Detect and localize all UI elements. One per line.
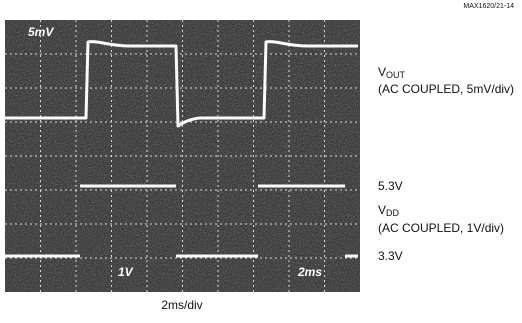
vdd-note: (AC COUPLED, 1V/div) <box>378 221 504 235</box>
figure-id: MAX1620/21-14 <box>463 3 514 10</box>
vdd-high: 5.3V <box>378 179 403 193</box>
symbol: V <box>378 65 386 79</box>
subscript: DD <box>386 208 399 218</box>
vout-label: VOUT <box>378 65 406 80</box>
screen-label: 2ms <box>297 265 322 279</box>
vout-note: (AC COUPLED, 5mV/div) <box>378 82 514 96</box>
vdd-label: VDD <box>378 203 400 218</box>
timebase: 2ms/div <box>161 298 202 312</box>
symbol: V <box>378 203 386 217</box>
screen-label: 1V <box>118 265 134 279</box>
figure: MAX1620/21-14 5mV 1V 2ms VOUT (AC COUPLE… <box>0 0 522 318</box>
scope-screen: 5mV 1V 2ms <box>5 20 360 292</box>
subscript: OUT <box>386 70 406 80</box>
screen-label: 5mV <box>28 25 54 39</box>
vdd-low: 3.3V <box>378 249 403 263</box>
page: MAX1620/21-14 5mV 1V 2ms VOUT (AC COUPLE… <box>0 0 522 318</box>
